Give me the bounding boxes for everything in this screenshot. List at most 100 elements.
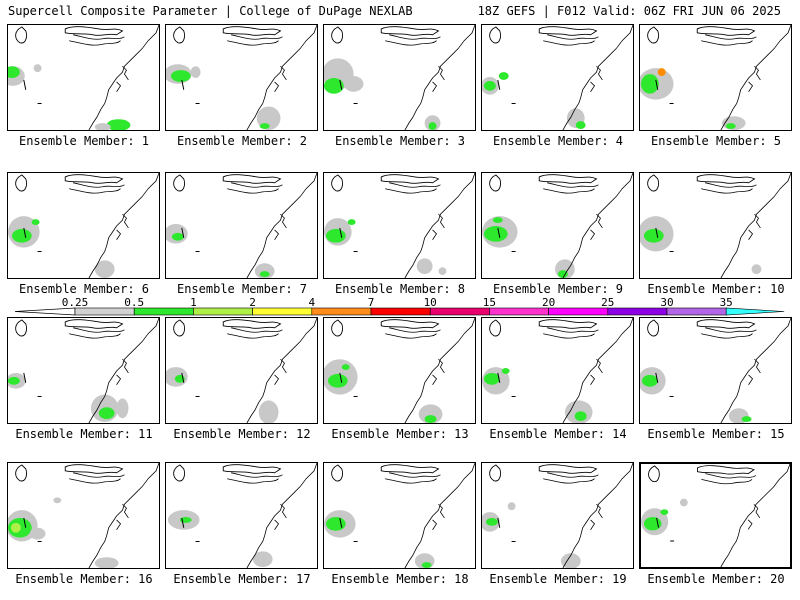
ensemble-member-panel[interactable] — [165, 462, 318, 569]
colorbar-segment — [133, 307, 194, 316]
coastline — [747, 504, 761, 530]
colorbar-segment — [666, 307, 727, 316]
coastline — [231, 472, 283, 478]
colorbar-segment — [193, 307, 253, 316]
scp-contour — [741, 416, 752, 423]
coastline — [246, 173, 317, 278]
scp-contour — [416, 258, 433, 275]
lake-outline — [64, 464, 124, 474]
ensemble-member-label: Ensemble Member: 1 — [18, 134, 150, 148]
ensemble-member-panel[interactable] — [165, 172, 318, 279]
scp-map — [482, 25, 633, 130]
ensemble-member-panel[interactable] — [481, 24, 634, 131]
ensemble-member-panel[interactable] — [481, 462, 634, 569]
lake-outline — [648, 465, 660, 483]
ensemble-member-label: Ensemble Member: 17 — [173, 572, 311, 586]
state-marker — [339, 227, 358, 252]
scp-contour — [259, 271, 270, 278]
scp-contour — [259, 123, 270, 130]
scp-contour — [258, 400, 279, 423]
ensemble-member-panel[interactable] — [639, 462, 792, 569]
coastline — [432, 65, 445, 92]
lake-outline — [697, 465, 755, 475]
ensemble-member-panel[interactable] — [7, 172, 160, 279]
coastline — [389, 182, 441, 188]
scp-contour — [498, 72, 509, 80]
ensemble-member-label: Ensemble Member: 14 — [489, 427, 627, 441]
ensemble-member-panel[interactable] — [481, 317, 634, 424]
ensemble-member-label: Ensemble Member: 5 — [650, 134, 782, 148]
coastline — [88, 173, 159, 278]
coastline — [404, 173, 475, 278]
coastline — [88, 463, 159, 568]
ensemble-member-panel[interactable] — [323, 317, 476, 424]
state-marker — [23, 517, 42, 542]
lake-outline — [15, 174, 27, 192]
ensemble-member-label: Ensemble Member: 20 — [647, 572, 785, 586]
coastline — [705, 473, 757, 479]
ensemble-member-panel[interactable] — [481, 172, 634, 279]
coastline — [701, 40, 753, 46]
scp-contour — [641, 374, 658, 387]
ensemble-member-label: Ensemble Member: 12 — [173, 427, 311, 441]
coastline — [701, 479, 753, 485]
coastline — [274, 213, 287, 240]
coastline — [227, 40, 279, 46]
ensemble-member-panel[interactable] — [165, 24, 318, 131]
ensemble-member-panel[interactable] — [323, 172, 476, 279]
ensemble-member-panel[interactable] — [639, 172, 792, 279]
scp-contour — [492, 217, 503, 224]
coastline — [246, 318, 317, 423]
scp-contour — [557, 270, 568, 278]
state-marker — [497, 372, 516, 397]
scp-contour — [170, 70, 191, 82]
colorbar-segment — [74, 307, 135, 316]
coastline — [69, 188, 121, 194]
state-marker — [497, 517, 516, 542]
coastline — [720, 25, 791, 130]
scp-contour — [10, 522, 21, 533]
ensemble-member-panel[interactable] — [639, 317, 792, 424]
coastline — [701, 333, 753, 339]
state-marker — [181, 227, 200, 252]
ensemble-member-panel[interactable] — [7, 24, 160, 131]
colorbar-segment — [429, 307, 490, 316]
coastline — [389, 327, 441, 333]
scp-map — [8, 318, 159, 423]
coastline — [720, 173, 791, 278]
scp-contour — [507, 502, 516, 511]
ensemble-member-panel[interactable] — [165, 317, 318, 424]
coastline — [720, 318, 791, 423]
coastline — [116, 65, 129, 92]
scp-map — [482, 318, 633, 423]
coastline — [404, 25, 475, 130]
ensemble-member-label: Ensemble Member: 15 — [647, 427, 785, 441]
scp-contour — [53, 497, 62, 504]
scp-contour — [343, 76, 364, 92]
coastline — [404, 318, 475, 423]
lake-outline — [538, 174, 598, 184]
ensemble-member-panel[interactable] — [7, 317, 160, 424]
scp-contour — [341, 364, 350, 371]
scp-map — [166, 173, 317, 278]
ensemble-member-panel[interactable] — [7, 462, 160, 569]
ensemble-member-panel[interactable] — [323, 24, 476, 131]
coastline — [590, 65, 603, 92]
ensemble-member-label: Ensemble Member: 7 — [176, 282, 308, 296]
scp-map — [482, 463, 633, 568]
lake-outline — [380, 26, 440, 36]
ensemble-member-panel[interactable] — [323, 462, 476, 569]
coastline — [748, 213, 761, 240]
ensemble-member-label: Ensemble Member: 4 — [492, 134, 624, 148]
lake-outline — [15, 464, 27, 482]
scp-contour — [560, 553, 581, 568]
scp-contour — [483, 80, 496, 91]
lake-outline — [15, 319, 27, 337]
ensemble-member-panel[interactable] — [639, 24, 792, 131]
coastline — [246, 463, 317, 568]
colorbar-left-arrow — [14, 307, 76, 316]
scp-contour — [574, 411, 587, 422]
colorbar-segment — [489, 307, 549, 316]
scp-contour — [327, 373, 348, 388]
scp-map — [8, 463, 159, 568]
